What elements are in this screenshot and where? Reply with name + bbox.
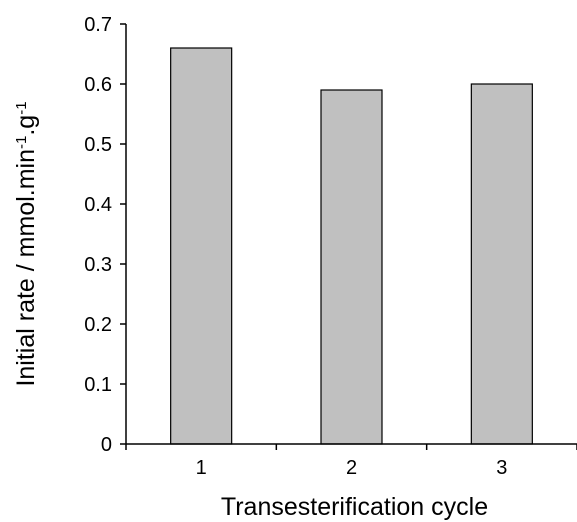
y-axis-title-base: Initial rate / mmol.min: [12, 149, 40, 387]
y-tick-label: 0: [101, 434, 112, 456]
y-tick-label: 0.1: [84, 374, 112, 396]
y-axis-title-sup1: -1: [13, 136, 30, 149]
bar-cycle-2: [320, 89, 383, 445]
y-tick-label: 0.5: [84, 134, 112, 156]
bar-cycle-3: [470, 83, 533, 445]
x-axis-title: Transesterification cycle: [221, 493, 488, 521]
y-tick-label: 0.6: [84, 74, 112, 96]
x-tick-label: 2: [346, 457, 357, 479]
bars-group: [170, 47, 533, 445]
y-tick-label: 0.7: [84, 14, 112, 36]
x-tick-label: 3: [496, 457, 507, 479]
y-axis-title-sup2: -1: [13, 101, 30, 114]
y-tick-label: 0.4: [84, 194, 112, 216]
bar-cycle-1: [170, 47, 233, 445]
y-axis: 0 0.1 0.2 0.3 0.4 0.5 0.6 0.7: [84, 14, 127, 456]
y-axis-title-mid: .g: [12, 115, 40, 136]
x-axis: 1 2 3: [125, 443, 577, 479]
y-axis-title: Initial rate / mmol.min-1.g-1: [12, 101, 40, 386]
x-tick-label: 1: [196, 457, 207, 479]
y-tick-label: 0.2: [84, 314, 112, 336]
y-tick-label: 0.3: [84, 254, 112, 276]
